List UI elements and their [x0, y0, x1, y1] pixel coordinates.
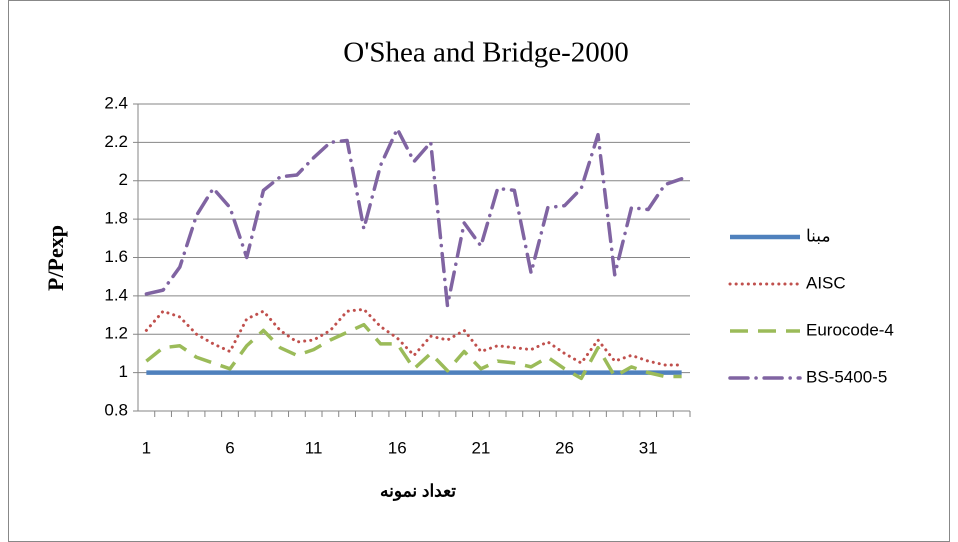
y-tick-label: 1	[119, 362, 128, 381]
x-tick-label: 6	[225, 438, 234, 457]
y-tick-label: 2	[119, 170, 128, 189]
series-line	[144, 127, 684, 308]
y-tick-label: 1.6	[104, 247, 128, 266]
x-tick-label: 21	[471, 438, 490, 457]
y-axis-label: P/Pexp	[43, 225, 68, 291]
legend-label: AISC	[806, 273, 846, 292]
y-tick-label: 1.8	[104, 209, 128, 228]
legend-label: مبنا	[806, 226, 831, 245]
y-tick-label: 1.2	[104, 324, 128, 343]
series-line	[145, 322, 682, 381]
x-tick-label: 31	[639, 438, 658, 457]
series-line	[144, 307, 684, 367]
x-tick-label: 16	[388, 438, 407, 457]
x-tick-label: 26	[555, 438, 574, 457]
chart-border	[8, 0, 950, 542]
legend-label: Eurocode-4	[806, 320, 894, 339]
y-tick-label: 2.2	[104, 132, 128, 151]
y-tick-label: 1.4	[104, 285, 128, 304]
x-tick-label: 11	[305, 438, 323, 457]
legend-label: BS-5400-5	[806, 367, 887, 386]
x-axis-label: تعداد نمونه	[380, 481, 456, 501]
y-tick-label: 2.4	[104, 93, 128, 112]
y-tick-label: 0.8	[104, 400, 128, 419]
x-tick-label: 1	[142, 438, 151, 457]
chart-title: O'Shea and Bridge-2000	[343, 37, 629, 69]
